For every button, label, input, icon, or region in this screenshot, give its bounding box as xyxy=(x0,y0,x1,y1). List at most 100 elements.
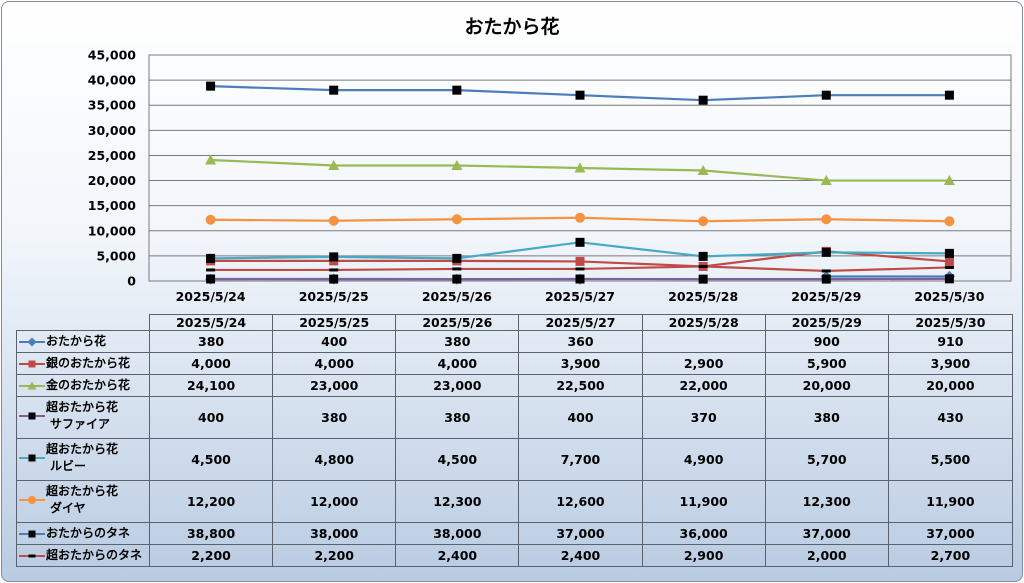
series-name-line: 超おたから花 xyxy=(46,400,119,414)
table-cell: 2,000 xyxy=(764,544,889,567)
series-name: 超おたから花 サファイア xyxy=(46,399,118,433)
data-point xyxy=(28,530,36,537)
series-name-line: ルビー xyxy=(50,459,87,473)
series-name-line: 超おたから花 xyxy=(46,442,119,456)
data-point xyxy=(206,268,216,272)
table-header-cell: 2025/5/28 xyxy=(641,314,766,331)
data-point xyxy=(451,214,462,225)
data-point xyxy=(821,274,831,284)
series-name-line: 超おたから花 xyxy=(46,484,119,498)
data-point xyxy=(575,212,585,223)
table-cell: 4,000 xyxy=(148,352,274,375)
data-point xyxy=(821,214,832,225)
table-cell: 11,900 xyxy=(641,480,766,523)
table-cell: 2,700 xyxy=(887,544,1013,567)
table-cell: 22,000 xyxy=(641,374,766,397)
table-cell: 2,200 xyxy=(148,544,274,567)
series-4 xyxy=(206,237,954,263)
data-point xyxy=(821,247,831,257)
table-row: 超おたからのタネ 2,200 2,200 2,400 2,400 2,900 2,000 2,… xyxy=(16,544,1013,567)
series-name-cell: 超おたから花ルビー xyxy=(16,438,150,481)
table-cell: 2,400 xyxy=(518,544,643,567)
line-chart: おたから花 0 5,000 10,000 15,000 20,000 25,000 30,0… xyxy=(88,15,1012,304)
table-header-cell: 2025/5/27 xyxy=(518,314,643,331)
data-point xyxy=(944,90,954,100)
table-cell: 2,900 xyxy=(641,352,766,375)
y-tick-label: 10,000 xyxy=(88,223,137,238)
data-point xyxy=(944,274,954,284)
table-cell: 12,300 xyxy=(764,480,889,523)
series-name-line: 銀のおたから花 xyxy=(46,356,131,370)
series-name-cell: おたから花 xyxy=(16,330,150,353)
series-name-line: 金のおたから花 xyxy=(46,378,131,392)
table-cell: 4,900 xyxy=(641,438,766,481)
table-cell: 400 xyxy=(272,330,397,353)
table-row: 超おたから花 ルビー 4,500 4,800 4,500 7,700 4,900 5,700 5… xyxy=(16,438,1013,481)
table-cell: 4,000 xyxy=(272,352,397,375)
table-row: 銀のおたから花 4,000 4,000 4,000 3,900 2,900 5,900 3,9… xyxy=(16,352,1013,375)
y-tick-label: 0 xyxy=(127,274,136,289)
table-row: おたからのタネ 38,800 38,000 38,000 37,000 36,000 37,… xyxy=(16,522,1013,545)
series-name-line: おたからのタネ xyxy=(46,526,131,540)
series-2 xyxy=(205,154,955,186)
legend-key xyxy=(18,411,46,421)
data-point xyxy=(452,253,462,263)
legend-key xyxy=(18,359,46,369)
legend-key xyxy=(18,529,46,539)
data-point xyxy=(944,248,954,258)
series-name-line: ダイヤ xyxy=(50,501,86,515)
table-cell: 20,000 xyxy=(764,374,889,397)
table-cell: 900 xyxy=(764,330,889,353)
table-cell: 380 xyxy=(272,396,397,439)
table-cell xyxy=(641,330,766,353)
table-row: おたから花 380 400 380 360 900 910 xyxy=(16,330,1013,353)
series-name-line: サファイア xyxy=(50,417,111,431)
table-cell: 4,800 xyxy=(272,438,397,481)
x-tick-label: 2025/5/28 xyxy=(668,289,738,304)
table-cell: 2,900 xyxy=(641,544,766,567)
x-tick-label: 2025/5/30 xyxy=(914,289,984,304)
table-cell: 400 xyxy=(148,396,274,439)
data-point xyxy=(28,554,36,557)
data-point xyxy=(451,159,463,170)
table-corner xyxy=(16,314,150,331)
table-cell: 11,900 xyxy=(887,480,1013,523)
table-header-cell: 2025/5/30 xyxy=(887,314,1013,331)
table-header-cell: 2025/5/26 xyxy=(395,314,520,331)
table-header-cell: 2025/5/25 xyxy=(272,314,397,331)
table-cell: 360 xyxy=(518,330,643,353)
series-name-cell: 超おたからのタネ xyxy=(16,544,150,567)
table-cell: 37,000 xyxy=(887,522,1013,545)
table-cell: 36,000 xyxy=(641,522,766,545)
table-cell: 2,400 xyxy=(395,544,520,567)
data-point xyxy=(329,268,339,272)
series-name: 超おたから花ダイヤ xyxy=(46,483,118,517)
table-cell: 38,000 xyxy=(395,522,520,545)
legend-key xyxy=(18,495,46,505)
table-row: 超おたから花 ダイヤ 12,200 12,000 12,300 12,600 11,900 1… xyxy=(16,480,1013,523)
data-point xyxy=(206,253,216,263)
table-cell: 24,100 xyxy=(148,374,274,397)
data-point xyxy=(329,85,339,95)
table-cell: 37,000 xyxy=(518,522,643,545)
x-tick-label: 2025/5/25 xyxy=(299,289,369,304)
table-cell: 4,000 xyxy=(395,352,520,375)
table-cell: 4,500 xyxy=(395,438,520,481)
series-3 xyxy=(206,274,954,284)
data-point xyxy=(820,175,832,186)
y-tick-label: 35,000 xyxy=(88,98,137,113)
data-point xyxy=(28,496,36,504)
table-cell: 380 xyxy=(764,396,889,439)
y-tick-label: 45,000 xyxy=(88,48,137,63)
table-cell: 400 xyxy=(518,396,643,439)
table-cell: 37,000 xyxy=(764,522,889,545)
table-cell: 7,700 xyxy=(518,438,643,481)
data-point xyxy=(575,274,585,284)
y-tick-label: 25,000 xyxy=(88,148,137,163)
x-tick-label: 2025/5/29 xyxy=(791,289,861,304)
x-tick-label: 2025/5/26 xyxy=(422,289,492,304)
table-cell: 370 xyxy=(641,396,766,439)
data-point xyxy=(27,337,37,346)
table-cell: 12,600 xyxy=(518,480,643,523)
data-point xyxy=(28,454,36,462)
